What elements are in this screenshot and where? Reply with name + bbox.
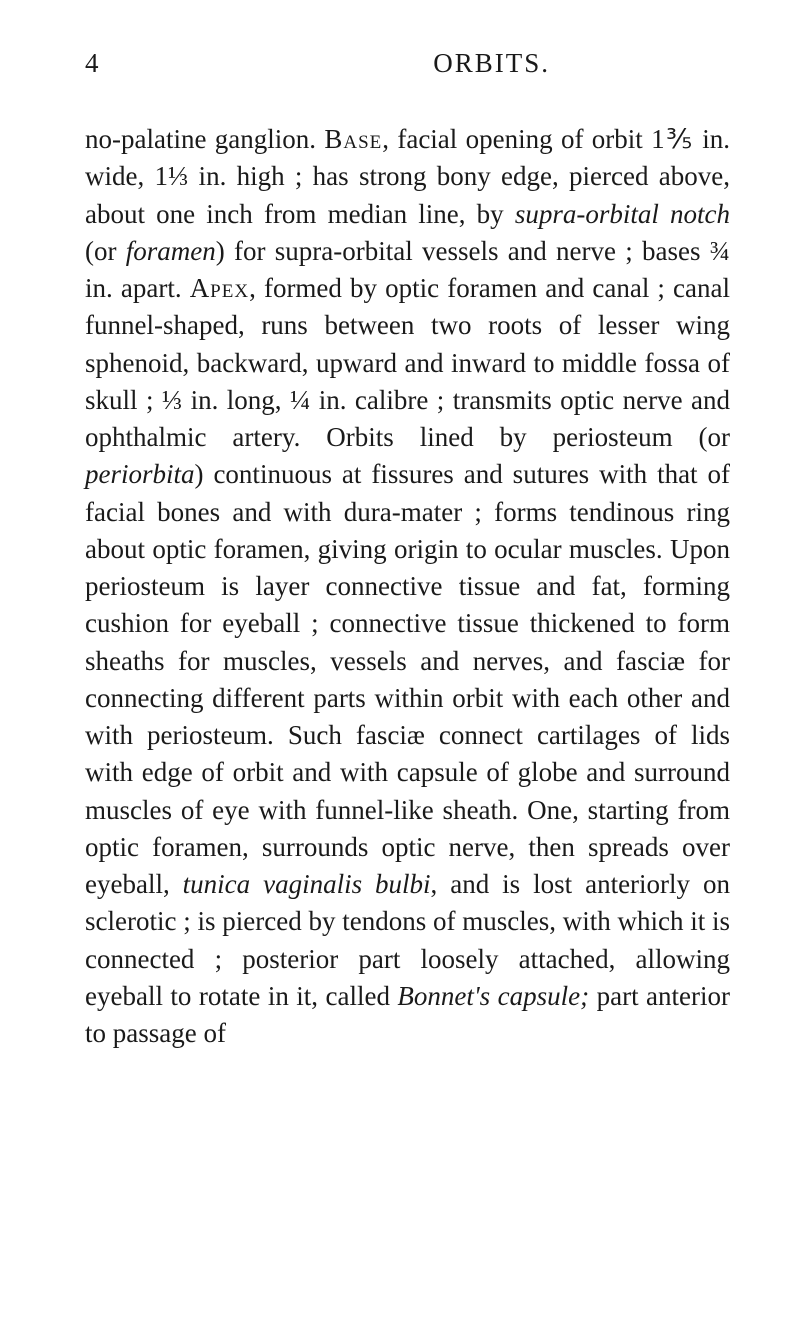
text-segment: Bonnet's capsule;	[397, 981, 589, 1011]
text-segment: ) continuous at fissures and sutures wit…	[85, 459, 730, 899]
text-segment: supra-orbital notch	[515, 199, 730, 229]
text-segment: Base	[324, 124, 382, 154]
text-segment: no-palatine ganglion.	[85, 124, 324, 154]
main-paragraph: no-palatine ganglion. Base, facial openi…	[85, 121, 730, 1052]
text-segment: periorbita	[85, 459, 195, 489]
text-segment: (or	[85, 236, 126, 266]
text-segment: foramen	[126, 236, 216, 266]
page-title: ORBITS.	[433, 48, 550, 79]
text-segment: tunica vaginalis bulbi	[183, 869, 431, 899]
text-segment: Apex	[190, 273, 249, 303]
page-number: 4	[85, 48, 99, 79]
page-header: 4 ORBITS.	[85, 48, 730, 79]
